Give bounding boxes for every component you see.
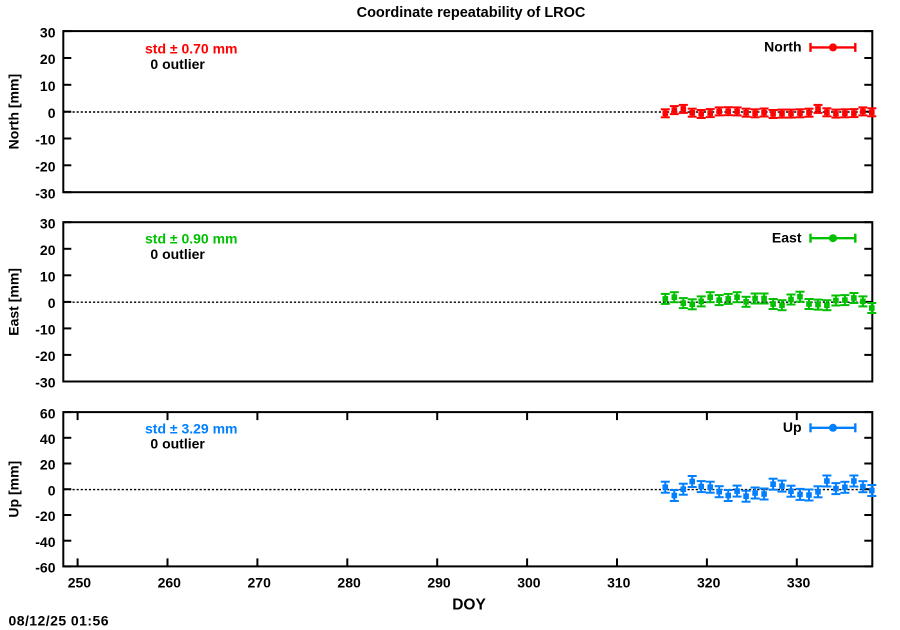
- svg-text:40: 40: [40, 431, 56, 447]
- svg-text:DOY: DOY: [452, 596, 486, 613]
- svg-text:08/12/25 01:56: 08/12/25 01:56: [9, 612, 110, 628]
- svg-text:0 outlier: 0 outlier: [150, 246, 205, 262]
- svg-text:std ± 0.90 mm: std ± 0.90 mm: [145, 231, 238, 247]
- svg-text:std ± 3.29 mm: std ± 3.29 mm: [145, 420, 238, 436]
- svg-text:Up [mm]: Up [mm]: [6, 461, 22, 518]
- svg-text:10: 10: [40, 269, 56, 285]
- svg-text:20: 20: [40, 51, 56, 67]
- svg-text:East: East: [772, 229, 802, 245]
- svg-text:0: 0: [48, 482, 56, 498]
- svg-text:330: 330: [787, 574, 811, 590]
- svg-text:20: 20: [40, 457, 56, 473]
- svg-text:North: North: [764, 39, 801, 55]
- svg-text:20: 20: [40, 242, 56, 258]
- svg-text:0 outlier: 0 outlier: [150, 56, 205, 72]
- svg-text:-30: -30: [35, 185, 55, 201]
- svg-text:std ± 0.70 mm: std ± 0.70 mm: [145, 41, 238, 57]
- svg-text:Coordinate repeatability of LR: Coordinate repeatability of LROC: [357, 5, 586, 21]
- svg-text:30: 30: [40, 24, 56, 40]
- svg-text:-40: -40: [35, 534, 55, 550]
- svg-text:East [mm]: East [mm]: [6, 268, 22, 336]
- svg-text:-10: -10: [35, 322, 55, 338]
- svg-text:30: 30: [40, 215, 56, 231]
- svg-text:320: 320: [697, 574, 721, 590]
- svg-text:-20: -20: [35, 348, 55, 364]
- svg-text:300: 300: [517, 574, 541, 590]
- svg-text:-20: -20: [35, 508, 55, 524]
- svg-text:-10: -10: [35, 132, 55, 148]
- svg-text:290: 290: [427, 574, 451, 590]
- svg-text:0 outlier: 0 outlier: [150, 435, 205, 451]
- svg-text:North [mm]: North [mm]: [6, 74, 22, 149]
- svg-text:280: 280: [337, 574, 361, 590]
- svg-text:270: 270: [248, 574, 272, 590]
- svg-text:250: 250: [68, 574, 92, 590]
- svg-text:-60: -60: [35, 560, 55, 576]
- svg-text:10: 10: [40, 78, 56, 94]
- svg-text:60: 60: [40, 405, 56, 421]
- svg-text:Up: Up: [783, 419, 802, 435]
- svg-text:310: 310: [607, 574, 631, 590]
- svg-text:260: 260: [158, 574, 182, 590]
- svg-text:0: 0: [48, 105, 56, 121]
- svg-text:-20: -20: [35, 159, 55, 175]
- svg-text:-30: -30: [35, 375, 55, 391]
- svg-text:0: 0: [48, 295, 56, 311]
